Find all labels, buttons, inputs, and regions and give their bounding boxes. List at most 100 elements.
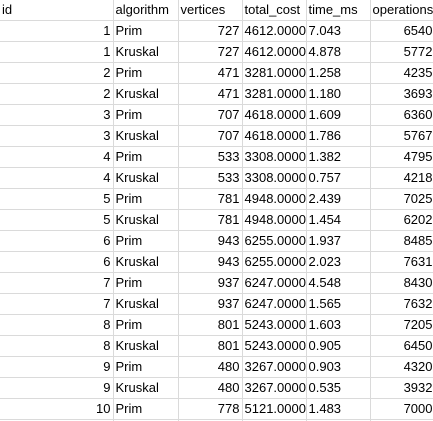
cell-id[interactable]: 9 <box>0 377 114 399</box>
cell-id[interactable]: 4 <box>0 146 114 168</box>
cell-operations[interactable]: 4235 <box>370 62 433 84</box>
cell-algorithm[interactable]: Kruskal <box>113 41 179 63</box>
cell-id[interactable]: 2 <box>0 62 114 84</box>
cell-id[interactable]: 4 <box>0 167 114 189</box>
cell-vertices[interactable]: 533 <box>178 167 243 189</box>
cell-id[interactable]: 1 <box>0 20 114 42</box>
cell-operations[interactable]: 7631 <box>370 251 433 273</box>
cell-id[interactable]: 6 <box>0 230 114 252</box>
cell-id[interactable]: 10 <box>0 398 114 420</box>
cell-operations[interactable]: 8485 <box>370 230 433 252</box>
cell-total-cost[interactable]: 4948.0000 <box>242 209 307 231</box>
cell-time-ms[interactable]: 0.903 <box>306 356 371 378</box>
cell-operations[interactable]: 7025 <box>370 188 433 210</box>
header-cell-id[interactable]: id <box>0 0 114 21</box>
header-cell-algorithm[interactable]: algorithm <box>113 0 179 21</box>
cell-operations[interactable]: 6202 <box>370 209 433 231</box>
header-cell-operations[interactable]: operations <box>370 0 433 21</box>
cell-time-ms[interactable]: 1.937 <box>306 230 371 252</box>
cell-algorithm[interactable]: Kruskal <box>113 209 179 231</box>
cell-vertices[interactable]: 480 <box>178 356 243 378</box>
header-cell-time-ms[interactable]: time_ms <box>306 0 371 21</box>
cell-algorithm[interactable]: Prim <box>113 398 179 420</box>
cell-time-ms[interactable]: 1.454 <box>306 209 371 231</box>
cell-total-cost[interactable]: 4618.0000 <box>242 125 307 147</box>
cell-operations[interactable]: 8430 <box>370 272 433 294</box>
cell-id[interactable]: 1 <box>0 41 114 63</box>
cell-algorithm[interactable]: Kruskal <box>113 293 179 315</box>
cell-algorithm[interactable]: Prim <box>113 146 179 168</box>
cell-vertices[interactable]: 707 <box>178 125 243 147</box>
cell-id[interactable]: 7 <box>0 272 114 294</box>
cell-algorithm[interactable]: Prim <box>113 314 179 336</box>
cell-id[interactable]: 8 <box>0 314 114 336</box>
cell-operations[interactable]: 7205 <box>370 314 433 336</box>
cell-vertices[interactable]: 937 <box>178 272 243 294</box>
cell-id[interactable]: 8 <box>0 335 114 357</box>
cell-vertices[interactable]: 943 <box>178 230 243 252</box>
cell-total-cost[interactable]: 5243.0000 <box>242 335 307 357</box>
cell-time-ms[interactable]: 1.180 <box>306 83 371 105</box>
cell-time-ms[interactable]: 1.483 <box>306 398 371 420</box>
cell-id[interactable]: 5 <box>0 209 114 231</box>
cell-time-ms[interactable]: 4.548 <box>306 272 371 294</box>
cell-algorithm[interactable]: Prim <box>113 20 179 42</box>
cell-algorithm[interactable]: Kruskal <box>113 419 179 421</box>
cell-operations[interactable]: 3932 <box>370 377 433 399</box>
cell-id[interactable]: 7 <box>0 293 114 315</box>
cell-algorithm[interactable]: Kruskal <box>113 335 179 357</box>
cell-operations[interactable]: 4218 <box>370 167 433 189</box>
cell-algorithm[interactable]: Kruskal <box>113 83 179 105</box>
cell-time-ms[interactable]: 4.878 <box>306 41 371 63</box>
cell-algorithm[interactable]: Kruskal <box>113 125 179 147</box>
cell-time-ms[interactable]: 1.382 <box>306 146 371 168</box>
cell-total-cost[interactable]: 6255.0000 <box>242 230 307 252</box>
cell-total-cost[interactable]: 3267.0000 <box>242 377 307 399</box>
cell-vertices[interactable]: 943 <box>178 251 243 273</box>
cell-vertices[interactable]: 937 <box>178 293 243 315</box>
cell-time-ms[interactable]: 2.439 <box>306 188 371 210</box>
cell-algorithm[interactable]: Kruskal <box>113 377 179 399</box>
cell-time-ms[interactable]: 7.043 <box>306 20 371 42</box>
cell-vertices[interactable]: 801 <box>178 314 243 336</box>
cell-vertices[interactable]: 480 <box>178 377 243 399</box>
cell-total-cost[interactable]: 4948.0000 <box>242 188 307 210</box>
cell-time-ms[interactable]: 1.609 <box>306 104 371 126</box>
cell-total-cost[interactable]: 3308.0000 <box>242 167 307 189</box>
cell-operations[interactable]: 5772 <box>370 41 433 63</box>
cell-operations[interactable]: 6450 <box>370 335 433 357</box>
cell-operations[interactable]: 4320 <box>370 356 433 378</box>
cell-vertices[interactable]: 533 <box>178 146 243 168</box>
cell-total-cost[interactable]: 6247.0000 <box>242 272 307 294</box>
cell-vertices[interactable]: 727 <box>178 20 243 42</box>
cell-id[interactable]: 3 <box>0 125 114 147</box>
cell-vertices[interactable]: 471 <box>178 62 243 84</box>
cell-operations[interactable]: 7000 <box>370 398 433 420</box>
cell-operations[interactable]: 6540 <box>370 20 433 42</box>
cell-algorithm[interactable]: Kruskal <box>113 167 179 189</box>
header-cell-total-cost[interactable]: total_cost <box>242 0 307 21</box>
cell-vertices[interactable]: 781 <box>178 209 243 231</box>
cell-id[interactable]: 10 <box>0 419 114 421</box>
cell-time-ms[interactable]: 1.603 <box>306 314 371 336</box>
cell-algorithm[interactable]: Prim <box>113 62 179 84</box>
cell-algorithm[interactable]: Prim <box>113 104 179 126</box>
cell-time-ms[interactable]: 1.565 <box>306 293 371 315</box>
cell-time-ms[interactable]: 0.905 <box>306 335 371 357</box>
cell-total-cost[interactable]: 6247.0000 <box>242 293 307 315</box>
cell-id[interactable]: 2 <box>0 83 114 105</box>
cell-total-cost[interactable]: 5243.0000 <box>242 314 307 336</box>
cell-operations[interactable]: 3693 <box>370 83 433 105</box>
cell-algorithm[interactable]: Prim <box>113 230 179 252</box>
cell-id[interactable]: 5 <box>0 188 114 210</box>
cell-algorithm[interactable]: Prim <box>113 188 179 210</box>
cell-time-ms[interactable]: 0.535 <box>306 377 371 399</box>
cell-operations[interactable]: 4795 <box>370 146 433 168</box>
cell-time-ms[interactable]: 1.786 <box>306 125 371 147</box>
cell-algorithm[interactable]: Prim <box>113 272 179 294</box>
cell-time-ms[interactable]: 0.769 <box>306 419 371 421</box>
cell-total-cost[interactable]: 4618.0000 <box>242 104 307 126</box>
cell-total-cost[interactable]: 3281.0000 <box>242 62 307 84</box>
cell-id[interactable]: 3 <box>0 104 114 126</box>
cell-operations[interactable]: 5767 <box>370 125 433 147</box>
